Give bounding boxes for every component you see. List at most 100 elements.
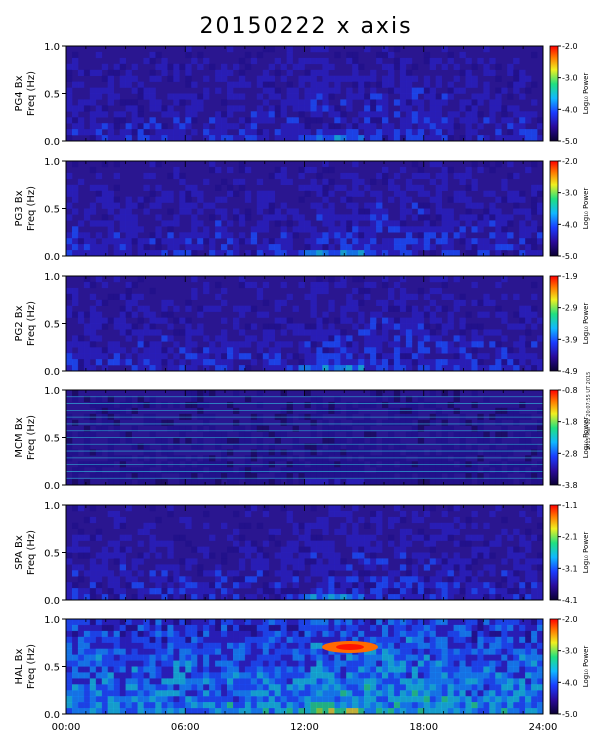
spectrogram-cell bbox=[197, 564, 204, 571]
spectrogram-cell bbox=[328, 588, 335, 595]
spectrogram-cell bbox=[89, 401, 97, 409]
spectrogram-cell bbox=[95, 684, 103, 691]
spectrogram-cell bbox=[119, 250, 126, 257]
spectrogram-cell bbox=[101, 63, 109, 70]
spectrogram-cell bbox=[471, 359, 478, 366]
spectrogram-cell bbox=[489, 365, 496, 372]
spectrogram-cell bbox=[328, 594, 335, 601]
spectrogram-cell bbox=[268, 696, 275, 703]
spectrogram-cell bbox=[221, 75, 228, 82]
spectrogram-cell bbox=[388, 395, 395, 403]
spectrogram-cell bbox=[358, 401, 365, 409]
spectrogram-cell bbox=[376, 684, 383, 691]
spectrogram-cell bbox=[519, 564, 526, 571]
spectrogram-cell bbox=[274, 479, 281, 486]
spectrogram-cell bbox=[250, 660, 258, 667]
spectrogram-cell bbox=[161, 443, 168, 450]
spectrogram-cell bbox=[233, 425, 240, 432]
spectrogram-cell bbox=[459, 467, 466, 474]
spectrogram-cell bbox=[185, 678, 192, 685]
spectrogram-cell bbox=[233, 443, 240, 450]
spectrogram-cell bbox=[459, 576, 466, 583]
spectrogram-cell bbox=[197, 93, 204, 100]
spectrogram-cell bbox=[191, 129, 198, 136]
spectrogram-cell bbox=[399, 208, 407, 215]
spectrogram-cell bbox=[328, 111, 335, 118]
spectrogram-cell bbox=[465, 449, 472, 456]
spectrogram-cell bbox=[101, 672, 109, 679]
spectrogram-cell bbox=[274, 630, 281, 638]
spectrogram-cell bbox=[489, 299, 496, 306]
spectrogram-cell bbox=[411, 672, 419, 679]
spectrogram-cell bbox=[453, 111, 460, 118]
spectrogram-cell bbox=[328, 546, 335, 553]
spectrogram-cell bbox=[238, 696, 246, 703]
spectrogram-cell bbox=[137, 708, 144, 715]
spectrogram-cell bbox=[507, 407, 514, 414]
spectrogram-cell bbox=[227, 190, 234, 197]
spectrogram-cell bbox=[244, 473, 252, 480]
spectrogram-cell bbox=[382, 684, 389, 691]
spectrogram-cell bbox=[376, 81, 383, 88]
spectrogram-cell bbox=[388, 87, 395, 94]
spectrogram-cell bbox=[531, 660, 538, 667]
spectrogram-cell bbox=[262, 196, 270, 203]
spectrogram-cell bbox=[179, 619, 186, 626]
spectrogram-cell bbox=[316, 473, 323, 480]
spectrogram-cell bbox=[334, 347, 341, 354]
spectrogram-cell bbox=[203, 238, 210, 245]
spectrogram-cell bbox=[376, 172, 383, 180]
spectrogram-cell bbox=[501, 105, 508, 112]
spectrogram-cell bbox=[328, 232, 335, 239]
spectrogram-cell bbox=[519, 431, 526, 438]
spectrogram-cell bbox=[495, 696, 502, 703]
spectrogram-cell bbox=[280, 636, 287, 643]
spectrogram-cell bbox=[531, 684, 538, 691]
spectrogram-cell bbox=[274, 323, 281, 330]
y-tick-label: 0.0 bbox=[44, 596, 60, 607]
spectrogram-cell bbox=[423, 619, 431, 626]
spectrogram-cell bbox=[66, 75, 73, 82]
spectrogram-cell bbox=[72, 546, 79, 553]
spectrogram-cell bbox=[441, 619, 448, 626]
spectrogram-cell bbox=[447, 619, 454, 626]
spectrogram-cell bbox=[89, 117, 97, 124]
spectrogram-cell bbox=[203, 87, 210, 94]
spectrogram-cell bbox=[179, 558, 186, 565]
spectrogram-cell bbox=[429, 226, 436, 233]
spectrogram-cell bbox=[471, 238, 478, 245]
spectrogram-cell bbox=[453, 467, 460, 474]
spectrogram-cell bbox=[203, 552, 210, 559]
spectrogram-cell bbox=[405, 660, 413, 667]
spectrogram-cell bbox=[274, 69, 281, 76]
spectrogram-cell bbox=[501, 696, 508, 703]
spectrogram-cell bbox=[197, 51, 204, 59]
spectrogram-cell bbox=[77, 317, 85, 324]
spectrogram-cell bbox=[310, 135, 317, 142]
spectrogram-cell bbox=[203, 678, 210, 685]
spectrogram-cell bbox=[72, 105, 79, 112]
spectrogram-cell bbox=[447, 648, 454, 655]
colorbar-label: Log₁₀ Power bbox=[582, 532, 590, 574]
spectrogram-cell bbox=[256, 81, 264, 88]
spectrogram-cell bbox=[423, 690, 431, 697]
spectrogram-cell bbox=[268, 250, 275, 257]
spectrogram-cell bbox=[268, 431, 275, 438]
spectrogram-cell bbox=[304, 401, 311, 409]
spectrogram-cell bbox=[399, 690, 407, 697]
spectrogram-cell bbox=[382, 654, 389, 661]
spectrogram-cell bbox=[376, 666, 383, 673]
spectrogram-cell bbox=[292, 214, 299, 221]
spectrogram-cell bbox=[137, 105, 144, 112]
spectrogram-cell bbox=[66, 630, 73, 638]
spectrogram-cell bbox=[72, 588, 79, 595]
spectrogram-cell bbox=[340, 425, 347, 432]
spectrogram-cell bbox=[501, 660, 508, 667]
spectrogram-cell bbox=[405, 81, 413, 88]
spectrogram-cell bbox=[280, 624, 287, 632]
spectrogram-cell bbox=[346, 99, 353, 106]
spectrogram-cell bbox=[250, 696, 258, 703]
spectrogram-cell bbox=[537, 117, 544, 124]
spectrogram-cell bbox=[328, 299, 335, 306]
spectrogram-cell bbox=[262, 341, 270, 348]
